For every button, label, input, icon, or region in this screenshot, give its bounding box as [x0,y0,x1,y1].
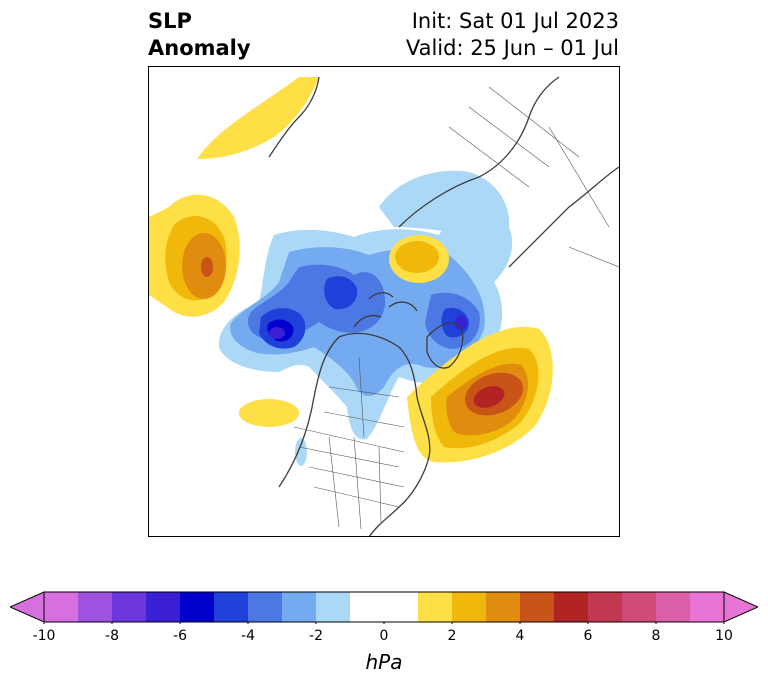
title-line-2: Anomaly [148,36,251,60]
colorbar-segment [554,592,589,622]
colorbar-segment [282,592,317,622]
canada-borders [323,356,405,438]
colorbar-segment [44,592,79,622]
contour-pos-hudson-small [239,399,299,427]
colorbar-tick-label: -4 [241,628,255,644]
colorbar-segment [180,592,215,622]
contour-neg-4b [324,276,358,310]
colorbar-segment [690,592,725,622]
colorbar-segment [452,592,487,622]
colorbar-ticks [43,622,725,624]
colorbar-segment [588,592,623,622]
colorbar-tick-label: 4 [515,628,525,644]
title-line-1: SLP [148,9,192,33]
greenland-coast [426,322,464,369]
map-canvas [149,76,619,536]
colorbar-tick-label: 8 [651,628,661,644]
colorbar-segment [112,592,147,622]
forecast-info: Init: Sat 01 Jul 2023 Valid: 25 Jun – 01… [406,8,619,62]
colorbar-tick-label: -10 [32,628,56,644]
colorbar-segment [418,592,453,622]
contour-pos-pacific-4 [201,257,213,277]
colorbar-over-arrow [723,591,758,623]
contour-neg-5b [455,316,467,330]
colorbar-segment [78,592,113,622]
colorbar-segment [656,592,691,622]
colorbar-under-arrow [10,591,45,623]
contour-pos-alaska-north [197,77,319,159]
colorbar [10,591,758,624]
colorbar-segments [44,592,725,622]
contour-arctic-blue [379,170,510,237]
colorbar-unit: hPa [365,650,403,674]
canadian-archipelago [353,292,418,328]
contour-pos-atlantic-5 [473,386,505,408]
colorbar-tick-label: -8 [105,628,119,644]
alaska-coast [268,76,320,158]
europe-coast [508,166,619,268]
map-title: SLP Anomaly [148,8,251,62]
colorbar-tick-label: -6 [173,628,187,644]
anomaly-map [148,66,620,537]
colorbar-segment [520,592,555,622]
eurasia-borders [448,86,619,268]
colorbar-tick-label: 6 [583,628,593,644]
us-state-lines [293,426,405,530]
colorbar-segment [146,592,181,622]
contour-neg-small [295,438,307,466]
north-america-coast [278,332,431,536]
colorbar-segment [622,592,657,622]
valid-range: Valid: 25 Jun – 01 Jul [405,36,619,60]
political-borders [293,86,619,530]
colorbar-tick-label: 0 [379,628,389,644]
coastlines [268,76,619,536]
contour-neg-6 [269,327,285,339]
colorbar-segment [486,592,521,622]
asia-coast [398,76,560,228]
colorbar-segment [214,592,249,622]
colorbar-segment [248,592,283,622]
positive-anomaly-regions [149,77,553,463]
colorbar-tick-label: -2 [309,628,323,644]
colorbar-tick-label: 10 [715,628,733,644]
init-date: Init: Sat 01 Jul 2023 [411,9,619,33]
colorbar-segment [316,592,351,622]
colorbar-tick-label: 2 [447,628,457,644]
colorbar-segment [350,592,419,622]
contour-pos-arctic-2 [395,241,439,273]
